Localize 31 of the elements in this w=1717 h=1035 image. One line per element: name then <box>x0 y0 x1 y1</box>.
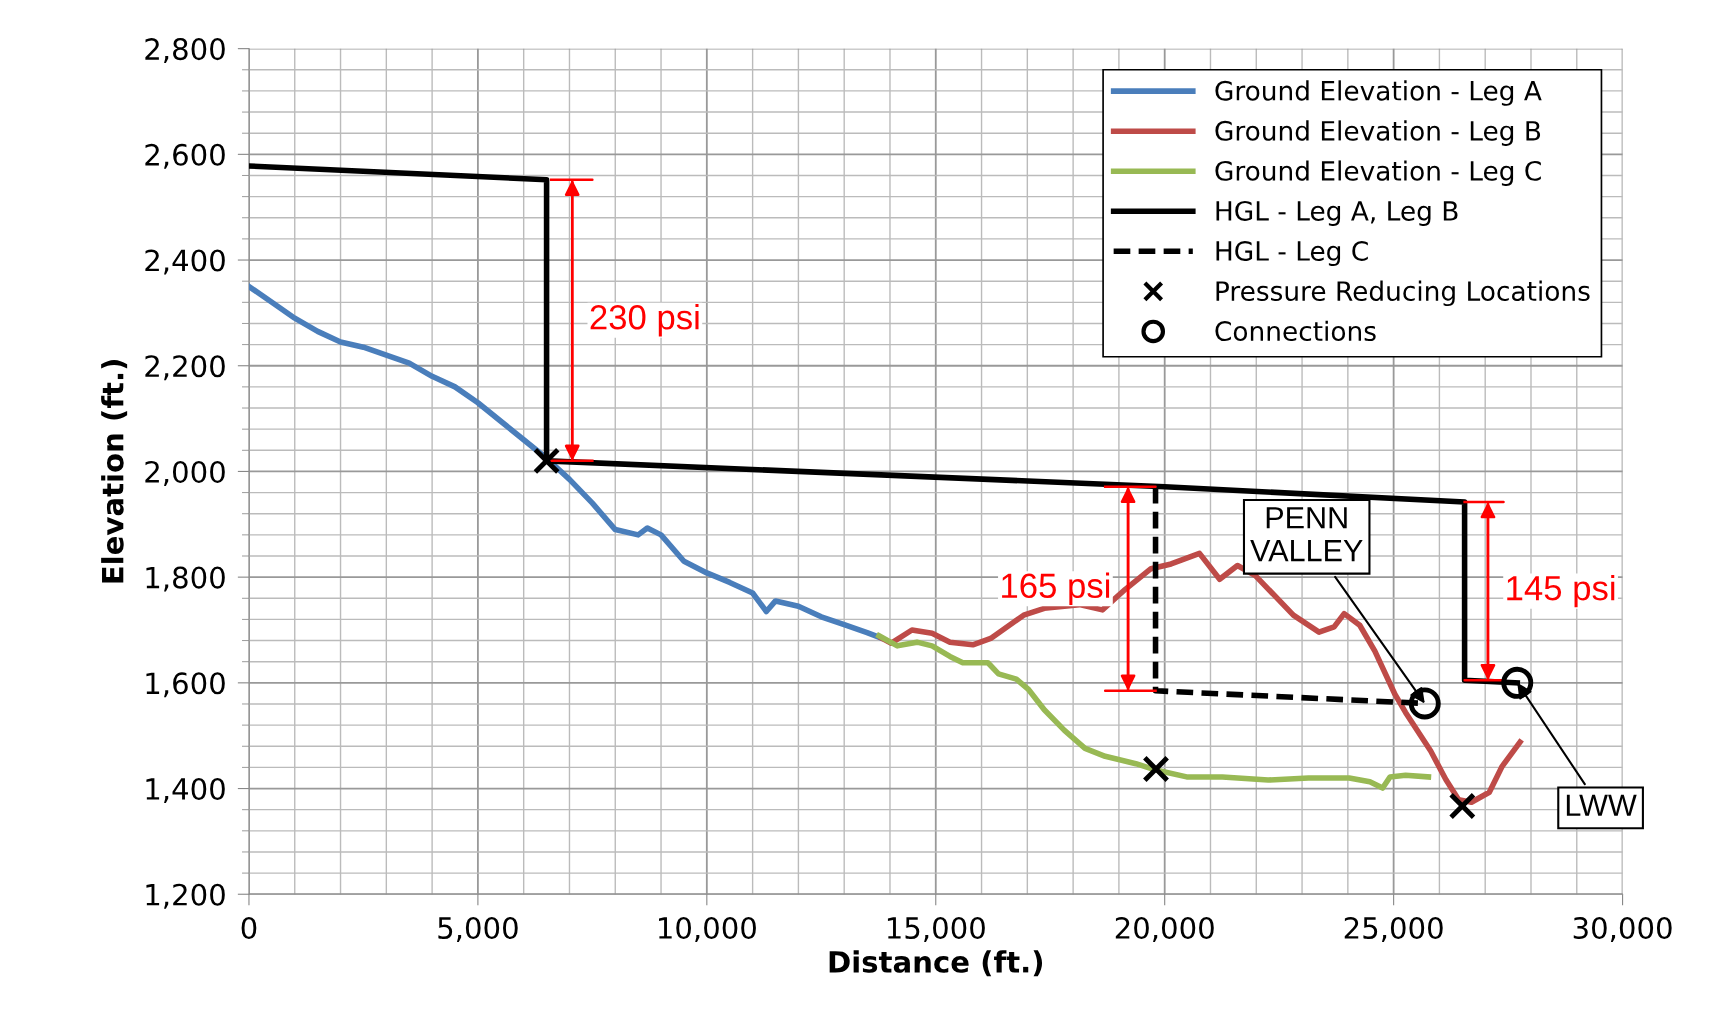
x-tick-label: 0 <box>241 916 257 940</box>
legend-label: Ground Elevation - Leg C <box>1215 160 1541 186</box>
y-tick-label: 1,200 <box>146 883 225 909</box>
point <box>1448 792 1476 820</box>
x-axis-title: Distance (ft.) <box>829 950 1043 977</box>
annotation: LWW <box>1566 794 1637 816</box>
x-tick-label: 15,000 <box>887 916 985 943</box>
x-tick-label: 25,000 <box>1344 916 1443 943</box>
y-tick-label: 1,400 <box>146 777 225 804</box>
y-axis-title: Elevation (ft.) <box>101 360 128 583</box>
annotation: 145 psi <box>1507 574 1615 608</box>
legend-label: HGL - Leg C <box>1216 240 1368 267</box>
x-tick-label: 20,000 <box>1115 916 1214 943</box>
y-tick-label: 2,800 <box>145 38 225 64</box>
annotation: 230 psi <box>590 304 699 337</box>
y-tick-label: 2,600 <box>145 143 225 169</box>
x-tick-label: 30,000 <box>1573 916 1672 943</box>
legend-label: Ground Elevation - Leg A <box>1215 80 1542 106</box>
y-tick-label: 2,400 <box>145 249 225 275</box>
y-tick-label: 2,000 <box>145 460 225 486</box>
y-tick-label: 1,600 <box>146 672 225 698</box>
x-tick-label: 5,000 <box>438 916 518 943</box>
legend-label: Connections <box>1215 320 1376 342</box>
legend-label: Pressure Reducing Locations <box>1216 280 1590 307</box>
annotation: PENN VALLEY <box>1250 507 1363 562</box>
x-tick-label: 10,000 <box>659 916 756 943</box>
legend-label: HGL - Leg A, Leg B <box>1216 200 1458 227</box>
y-tick-label: 2,200 <box>145 355 225 381</box>
annotation: 165 psi <box>1002 572 1110 605</box>
y-tick-label: 1,800 <box>146 566 225 592</box>
legend-label: Ground Elevation - Leg B <box>1215 120 1541 146</box>
